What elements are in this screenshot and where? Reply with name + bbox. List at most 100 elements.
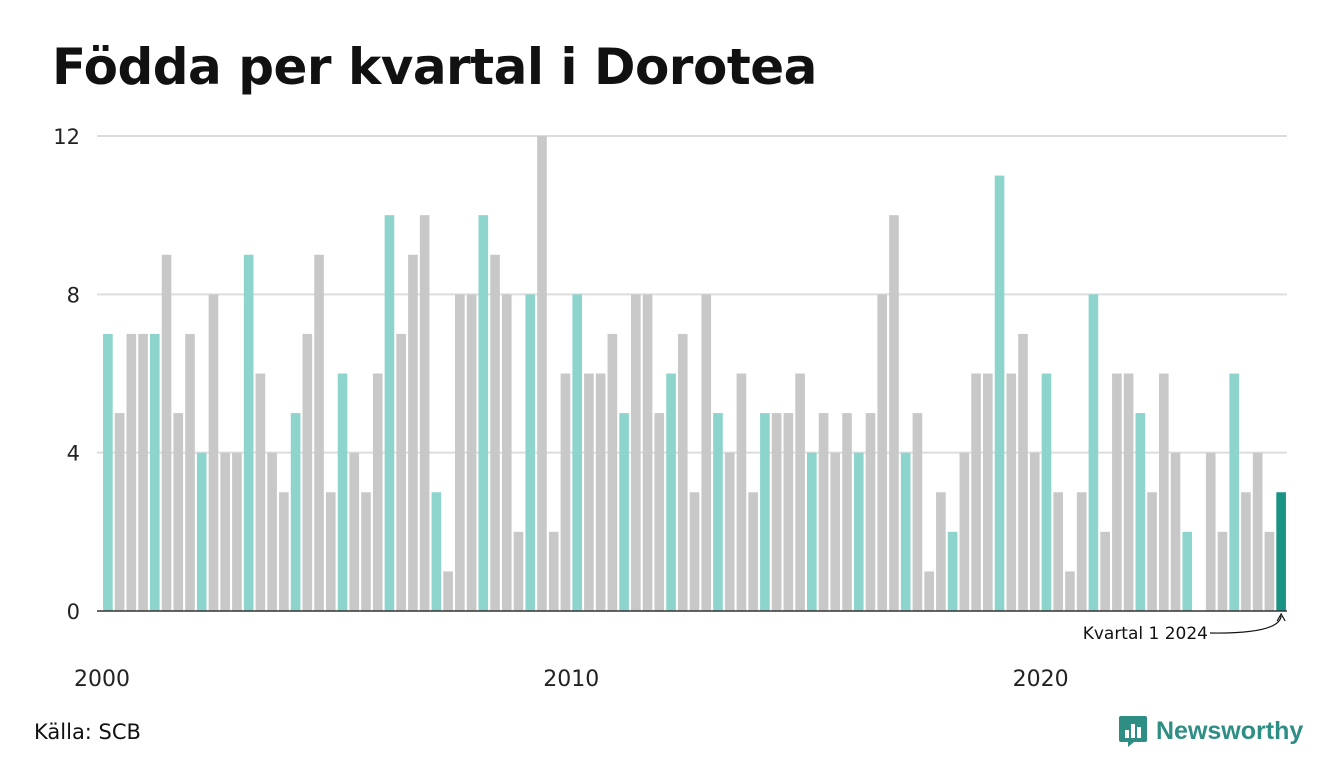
bar bbox=[971, 373, 981, 611]
bar bbox=[783, 413, 794, 611]
x-tick-label: 2000 bbox=[74, 667, 130, 692]
y-tick-label: 4 bbox=[67, 442, 80, 466]
bar bbox=[795, 373, 805, 611]
bar bbox=[1182, 531, 1193, 611]
bar bbox=[455, 294, 465, 611]
axes: 0 4 8 12 2000 2010 2020 bbox=[53, 125, 1287, 692]
bar bbox=[408, 254, 418, 611]
bar bbox=[290, 413, 301, 611]
bar bbox=[936, 492, 946, 611]
bar bbox=[818, 413, 829, 611]
bar bbox=[161, 254, 172, 611]
bar bbox=[513, 531, 524, 611]
bar bbox=[983, 373, 993, 611]
bar bbox=[537, 136, 547, 611]
bar bbox=[548, 531, 559, 611]
bar bbox=[947, 531, 958, 611]
bar bbox=[173, 413, 184, 611]
bar bbox=[1170, 452, 1181, 611]
bar bbox=[314, 254, 324, 611]
bar bbox=[830, 452, 841, 611]
bar bbox=[302, 333, 313, 611]
bar bbox=[267, 452, 277, 611]
y-tick-label: 12 bbox=[53, 125, 80, 149]
bar bbox=[431, 492, 442, 611]
bar bbox=[149, 333, 160, 611]
bar bbox=[631, 294, 641, 611]
bar bbox=[1053, 492, 1064, 611]
bar bbox=[490, 254, 500, 611]
bar bbox=[1276, 492, 1286, 611]
bar bbox=[384, 215, 395, 611]
bar bbox=[959, 452, 970, 611]
annotation-arrow bbox=[1209, 615, 1282, 634]
bar bbox=[889, 215, 899, 611]
bar bbox=[572, 294, 582, 611]
bar bbox=[595, 373, 606, 611]
bar bbox=[501, 294, 512, 611]
bar bbox=[1229, 373, 1240, 611]
bar bbox=[1088, 294, 1099, 611]
birth-chart: 0 4 8 12 2000 2010 2020 Kvartal 1 2024 bbox=[53, 125, 1287, 692]
bar bbox=[1029, 452, 1040, 611]
bar bbox=[807, 452, 817, 611]
bar bbox=[1065, 571, 1075, 611]
bar bbox=[243, 254, 254, 611]
bar bbox=[760, 413, 770, 611]
bar bbox=[1018, 333, 1028, 611]
bar bbox=[396, 333, 406, 611]
bar bbox=[478, 215, 489, 611]
annotation-arrowhead bbox=[1276, 612, 1286, 622]
bar bbox=[126, 333, 137, 611]
bar bbox=[666, 373, 676, 611]
y-tick-label: 8 bbox=[67, 283, 80, 307]
bar bbox=[900, 452, 911, 611]
bar bbox=[748, 492, 758, 611]
source-label: Källa: SCB bbox=[34, 720, 141, 744]
bar bbox=[994, 175, 1005, 612]
bar bbox=[1006, 373, 1017, 611]
bar bbox=[1135, 413, 1146, 611]
bar bbox=[912, 413, 923, 611]
bar bbox=[1112, 373, 1122, 611]
bar bbox=[185, 333, 195, 611]
bar bbox=[525, 294, 536, 611]
bar bbox=[255, 373, 266, 611]
bar bbox=[842, 413, 852, 611]
bar bbox=[1076, 492, 1087, 611]
bar bbox=[337, 373, 348, 611]
bar bbox=[1241, 492, 1251, 611]
bar bbox=[642, 294, 653, 611]
bar bbox=[1123, 373, 1134, 611]
bar bbox=[361, 492, 371, 611]
bar bbox=[1100, 531, 1110, 611]
bar bbox=[208, 294, 219, 611]
bar bbox=[138, 333, 148, 611]
bar bbox=[654, 413, 665, 611]
x-tick-label: 2010 bbox=[543, 667, 599, 692]
bar bbox=[1158, 373, 1169, 611]
bar bbox=[560, 373, 571, 611]
bar bbox=[771, 413, 782, 611]
bar bbox=[701, 294, 712, 611]
x-tick-label: 2020 bbox=[1013, 667, 1069, 692]
bar bbox=[853, 452, 864, 611]
bar bbox=[1205, 452, 1216, 611]
bar bbox=[584, 373, 594, 611]
bar bbox=[877, 294, 888, 611]
bar bbox=[1264, 531, 1275, 611]
bar bbox=[607, 333, 618, 611]
bar bbox=[279, 492, 289, 611]
bar bbox=[713, 413, 723, 611]
bar bbox=[349, 452, 360, 611]
annotation: Kvartal 1 2024 bbox=[1083, 612, 1286, 644]
bar bbox=[220, 452, 231, 611]
bar bbox=[677, 333, 688, 611]
newsworthy-logo: Newsworthy bbox=[1118, 714, 1303, 748]
bars bbox=[103, 136, 1286, 612]
bar bbox=[196, 452, 207, 611]
brand-name: Newsworthy bbox=[1156, 716, 1304, 745]
bar bbox=[419, 215, 430, 611]
bar bbox=[1252, 452, 1263, 611]
bar bbox=[103, 333, 113, 611]
